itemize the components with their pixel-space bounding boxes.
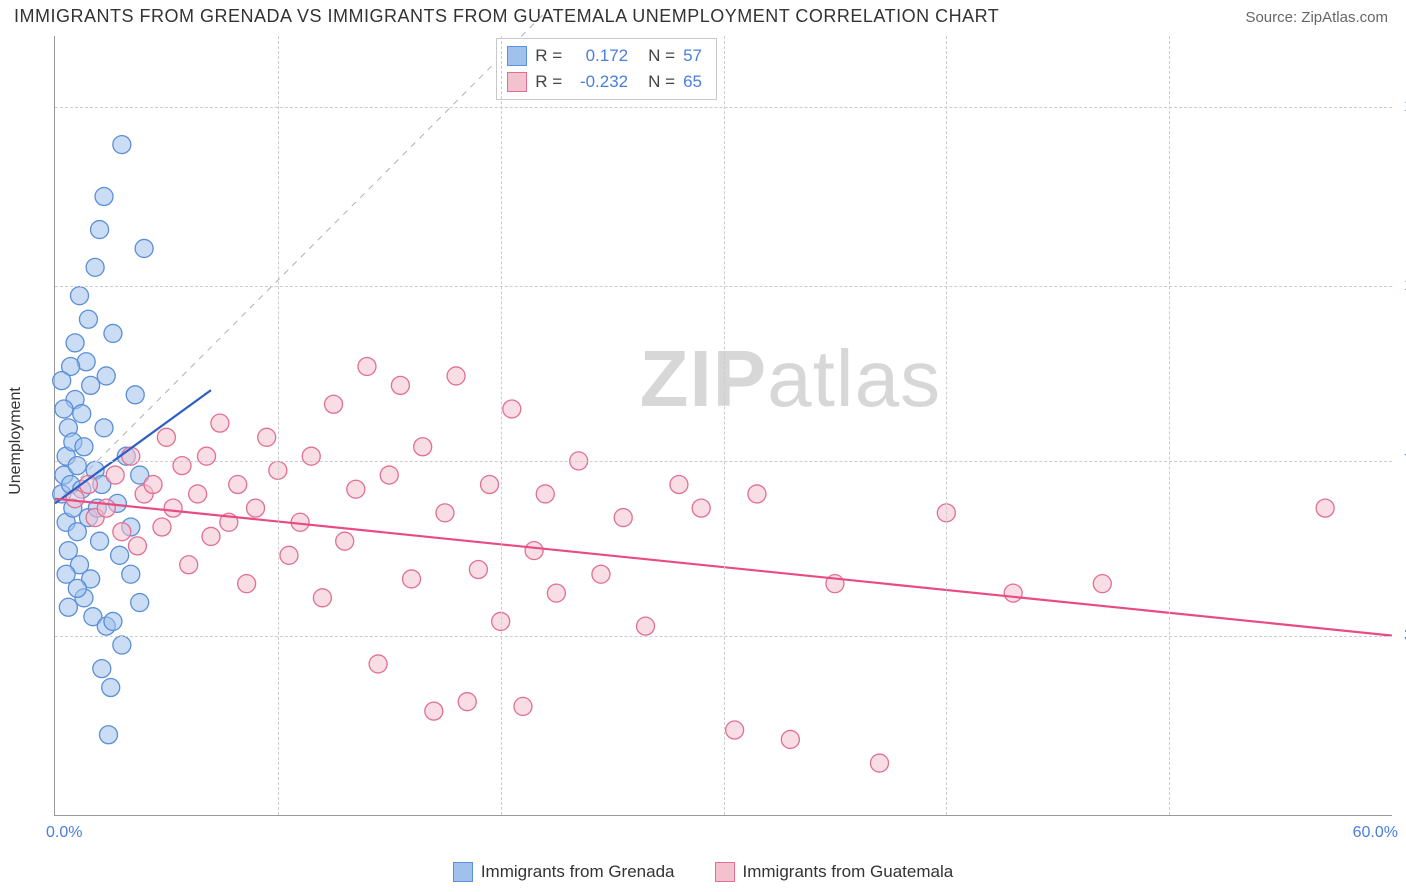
legend-item-guatemala: Immigrants from Guatemala xyxy=(715,862,954,882)
y-axis-label: Unemployment xyxy=(7,387,25,495)
stats-row-guatemala: R = -0.232 N = 65 xyxy=(507,69,702,95)
legend-swatch-guatemala xyxy=(715,862,735,882)
stats-row-grenada: R = 0.172 N = 57 xyxy=(507,43,702,69)
r-value-2: -0.232 xyxy=(570,69,628,95)
x-max-label: 60.0% xyxy=(1353,824,1398,842)
n-label-1: N = xyxy=(648,43,675,69)
legend-label-grenada: Immigrants from Grenada xyxy=(481,862,675,882)
r-label-1: R = xyxy=(535,43,562,69)
x-axis-labels: 0.0% 60.0% xyxy=(54,818,1392,842)
n-value-2: 65 xyxy=(683,69,702,95)
y-tick-label: 3.8% xyxy=(1396,627,1406,645)
legend-item-grenada: Immigrants from Grenada xyxy=(453,862,675,882)
n-value-1: 57 xyxy=(683,43,702,69)
source-label: Source: ZipAtlas.com xyxy=(1245,9,1388,26)
r-value-1: 0.172 xyxy=(570,43,628,69)
legend-swatch-grenada xyxy=(453,862,473,882)
swatch-grenada xyxy=(507,46,527,66)
y-tick-label: 7.5% xyxy=(1396,452,1406,470)
bottom-legend: Immigrants from Grenada Immigrants from … xyxy=(0,862,1406,882)
y-tick-label: 15.0% xyxy=(1396,98,1406,116)
n-label-2: N = xyxy=(648,69,675,95)
legend-label-guatemala: Immigrants from Guatemala xyxy=(743,862,954,882)
y-tick-label: 11.2% xyxy=(1396,277,1406,295)
plot-area: ZIPatlas R = 0.172 N = 57 R = -0.232 N =… xyxy=(54,36,1392,816)
x-min-label: 0.0% xyxy=(46,824,82,842)
plot-wrap: Unemployment ZIPatlas R = 0.172 N = 57 R… xyxy=(14,36,1396,846)
swatch-guatemala xyxy=(507,72,527,92)
r-label-2: R = xyxy=(535,69,562,95)
chart-title: IMMIGRANTS FROM GRENADA VS IMMIGRANTS FR… xyxy=(14,6,999,27)
stats-box: R = 0.172 N = 57 R = -0.232 N = 65 xyxy=(496,38,717,100)
